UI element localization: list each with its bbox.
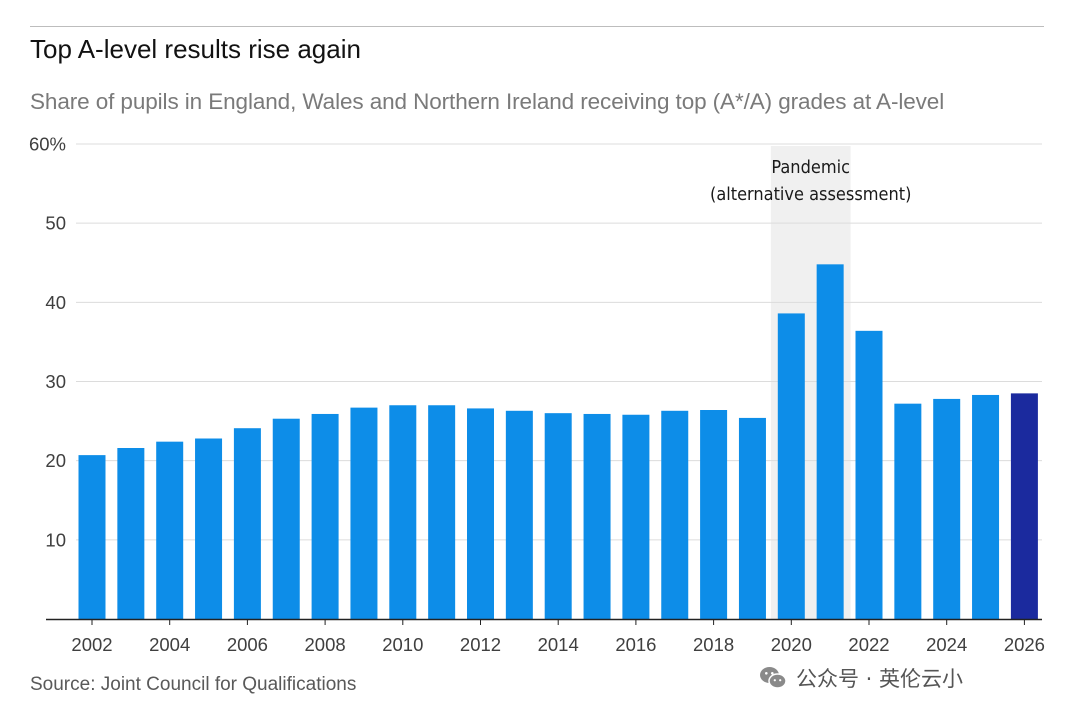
bar-2008 — [311, 413, 339, 619]
y-tick-label: 20 — [45, 450, 66, 471]
bar-2004 — [156, 441, 184, 619]
bar-2023 — [894, 403, 922, 619]
bar-2002 — [78, 455, 106, 619]
x-tick-label: 2020 — [771, 634, 812, 655]
y-tick-label: 50 — [45, 213, 66, 234]
bar-2007 — [272, 418, 300, 619]
y-tick-label: 60% — [29, 134, 66, 155]
bar-2020 — [777, 313, 805, 619]
x-tick-label: 2010 — [382, 634, 423, 655]
bar-2022 — [855, 330, 883, 619]
y-tick-label: 40 — [45, 292, 66, 313]
x-tick-label: 2018 — [693, 634, 734, 655]
bar-2011 — [428, 405, 456, 619]
bar-2013 — [505, 410, 533, 619]
bar-2015 — [583, 413, 611, 619]
top-rule — [30, 26, 1044, 27]
bar-2025 — [972, 394, 1000, 619]
pandemic-annotation-line: (alternative assessment) — [710, 184, 911, 205]
chart-title: Top A-level results rise again — [30, 34, 361, 64]
bar-2026 — [1010, 393, 1038, 619]
x-tick-label: 2016 — [615, 634, 656, 655]
pandemic-annotation-line: Pandemic — [771, 157, 850, 178]
wechat-icon — [760, 667, 787, 689]
watermark: 公众号 · 英伦云小 — [758, 663, 963, 693]
bar-2016 — [622, 414, 650, 619]
bar-2024 — [933, 398, 961, 619]
x-tick-label: 2024 — [926, 634, 967, 655]
bar-2021 — [816, 264, 844, 619]
x-tick-label: 2022 — [848, 634, 889, 655]
source-note: Source: Joint Council for Qualifications — [30, 674, 357, 695]
watermark-text: 公众号 · 英伦云小 — [796, 667, 964, 691]
x-tick-label: 2002 — [71, 634, 112, 655]
x-tick-label: 2026 — [1004, 634, 1045, 655]
y-tick-label: 10 — [45, 529, 66, 550]
x-tick-label: 2012 — [460, 634, 501, 655]
bar-2010 — [389, 405, 417, 619]
bar-2019 — [738, 417, 766, 619]
x-tick-label: 2014 — [538, 634, 579, 655]
bar-2005 — [195, 438, 223, 619]
x-tick-label: 2008 — [305, 634, 346, 655]
x-tick-label: 2006 — [227, 634, 268, 655]
y-tick-label: 30 — [45, 371, 66, 392]
bar-2006 — [233, 428, 261, 619]
bar-2003 — [117, 448, 145, 619]
chart-subtitle: Share of pupils in England, Wales and No… — [30, 89, 945, 114]
bar-2017 — [661, 410, 689, 619]
x-tick-label: 2004 — [149, 634, 190, 655]
bar-2009 — [350, 407, 378, 619]
bar-2014 — [544, 413, 572, 619]
bar-2012 — [467, 408, 494, 619]
bar-2018 — [700, 410, 728, 619]
